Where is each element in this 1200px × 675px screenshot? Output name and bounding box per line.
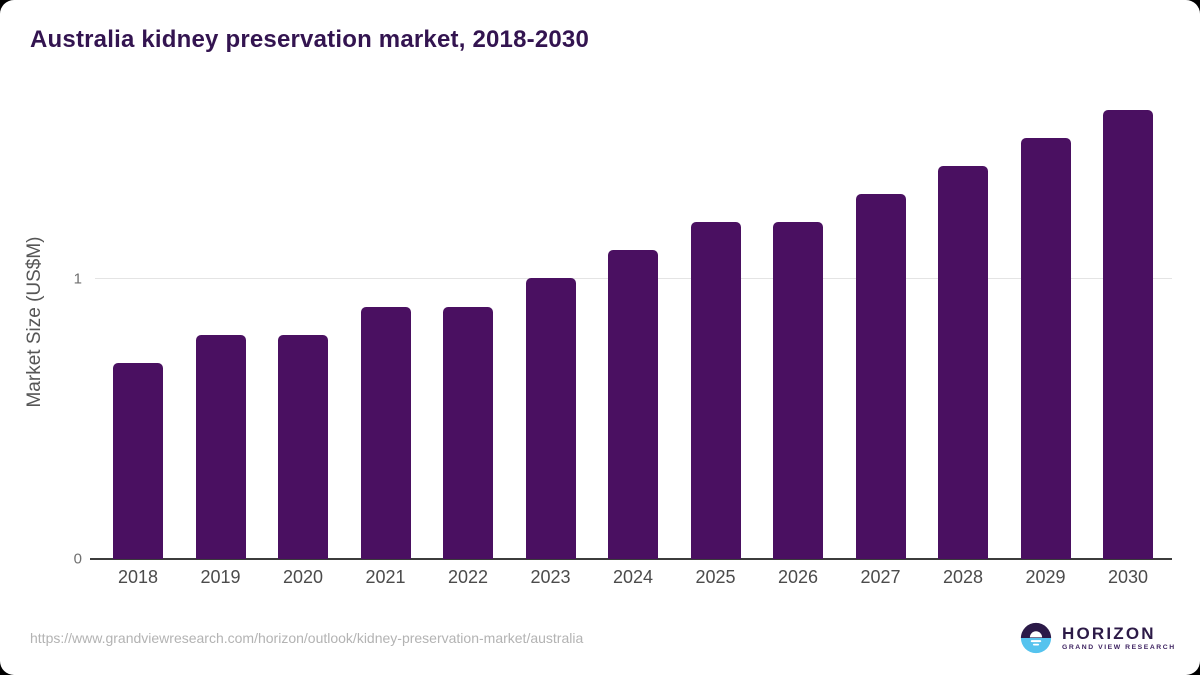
x-label-2020: 2020 [282,567,324,587]
x-label-2023: 2023 [530,567,571,587]
bar-2028 [938,166,988,559]
x-label-2029: 2029 [1025,567,1066,587]
logo-text: HORIZON GRAND VIEW RESEARCH [1062,623,1176,652]
x-label-2022: 2022 [447,567,489,587]
x-label-2021: 2021 [365,567,406,587]
sunset-horizon-circle-icon [1020,622,1052,654]
bar-2025 [690,222,741,559]
bar-2019 [195,335,246,559]
x-label-2018: 2018 [117,567,159,587]
x-axis-line [90,558,1172,560]
bar-2021 [360,307,411,559]
bar-2026 [773,222,823,559]
bar-2023 [525,278,576,559]
x-label-2024: 2024 [612,567,654,587]
logo-subtitle: GRAND VIEW RESEARCH [1062,644,1176,652]
bar-2018 [113,363,163,559]
bar-2030 [1103,110,1153,559]
bar-2022 [443,307,493,559]
bar-2029 [1020,138,1071,559]
x-label-2025: 2025 [695,567,736,587]
horizon-logo: HORIZON GRAND VIEW RESEARCH [1019,621,1176,655]
y-tick-0: 0 [73,550,82,568]
chart-title: Australia kidney preservation market, 20… [30,26,590,53]
bar-2027 [855,194,906,559]
x-label-2028: 2028 [942,567,984,587]
x-label-2026: 2026 [777,567,819,587]
source-url: https://www.grandviewresearch.com/horizo… [30,630,584,646]
bar-2020 [278,335,328,559]
x-label-2030: 2030 [1107,567,1149,587]
bar-2024 [608,250,658,559]
y-tick-1: 1 [73,270,82,287]
x-label-2027: 2027 [860,567,901,587]
logo-name: HORIZON [1062,623,1156,643]
x-label-2019: 2019 [200,567,241,587]
